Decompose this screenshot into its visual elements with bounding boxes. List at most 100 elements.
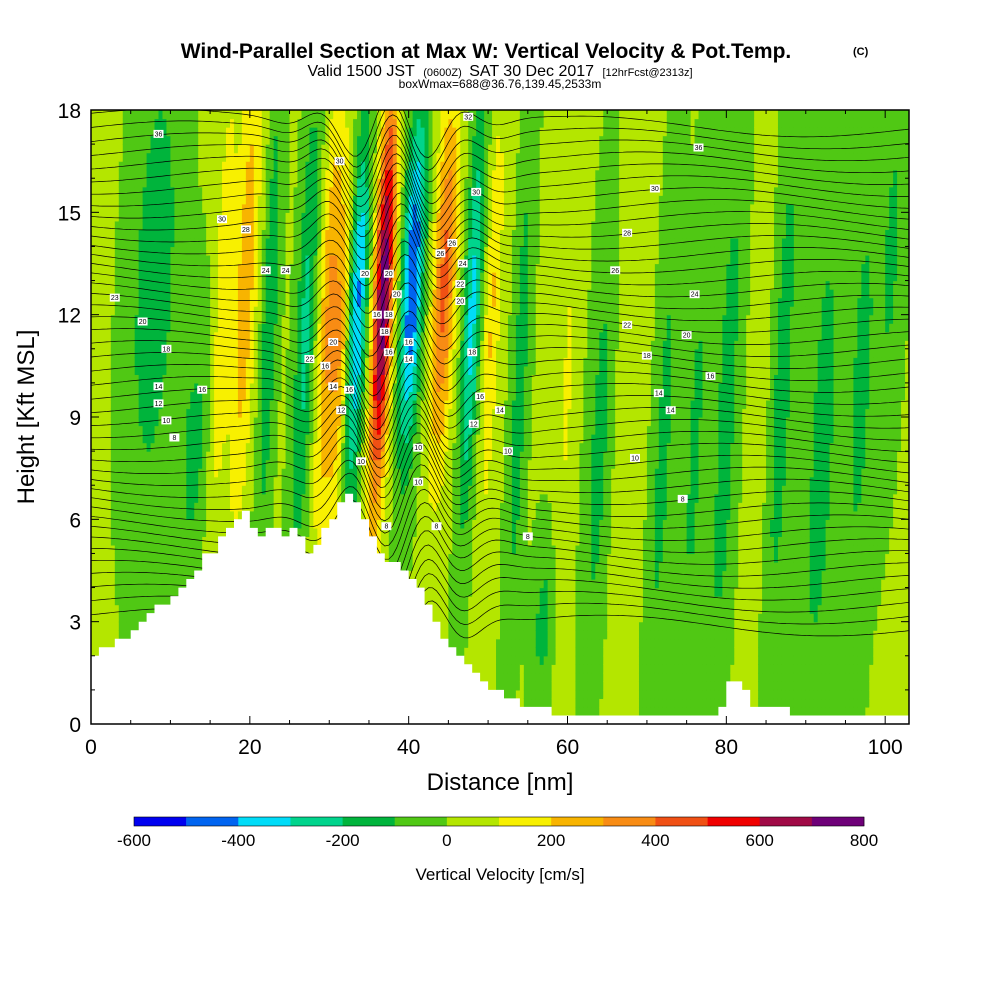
- velocity-cell: [337, 280, 342, 290]
- velocity-cell: [178, 229, 183, 239]
- velocity-cell: [130, 544, 136, 555]
- velocity-cell: [333, 357, 338, 367]
- velocity-cell: [321, 331, 326, 341]
- velocity-cell: [345, 289, 350, 299]
- velocity-cell: [134, 195, 140, 205]
- velocity-cell: [226, 408, 231, 418]
- velocity-cell: [309, 340, 314, 350]
- velocity-cell: [245, 169, 251, 179]
- velocity-cell: [293, 212, 299, 222]
- velocity-cell: [218, 399, 223, 410]
- velocity-cell: [345, 118, 350, 128]
- velocity-cell: [150, 365, 156, 375]
- velocity-cell: [297, 493, 303, 503]
- velocity-cell: [214, 442, 219, 452]
- velocity-cell: [301, 272, 307, 282]
- velocity-cell: [114, 527, 120, 537]
- velocity-cell: [285, 485, 291, 495]
- velocity-cell: [146, 459, 152, 469]
- velocity-cell: [341, 161, 346, 171]
- velocity-cell: [273, 237, 279, 248]
- velocity-cell: [361, 289, 366, 299]
- velocity-cell: [178, 178, 183, 188]
- velocity-cell: [210, 280, 215, 290]
- velocity-cell: [245, 212, 251, 222]
- velocity-cell: [241, 186, 247, 196]
- velocity-cell: [106, 519, 112, 529]
- velocity-cell: [194, 161, 199, 171]
- velocity-cell: [281, 451, 287, 461]
- velocity-cell: [154, 561, 160, 572]
- velocity-cell: [285, 203, 291, 213]
- velocity-cell: [305, 323, 310, 333]
- velocity-cell: [130, 485, 136, 495]
- velocity-cell: [122, 519, 128, 529]
- velocity-cell: [182, 289, 187, 299]
- velocity-cell: [321, 110, 326, 120]
- velocity-cell: [249, 485, 255, 495]
- velocity-cell: [325, 203, 330, 213]
- velocity-cell: [237, 374, 243, 384]
- velocity-cell: [174, 519, 179, 529]
- velocity-cell: [158, 280, 164, 290]
- velocity-cell: [277, 451, 283, 461]
- velocity-cell: [277, 442, 283, 452]
- velocity-cell: [162, 451, 168, 461]
- velocity-cell: [138, 391, 144, 401]
- velocity-cell: [325, 382, 330, 393]
- velocity-cell: [325, 314, 330, 324]
- velocity-cell: [321, 348, 326, 358]
- velocity-cell: [361, 382, 366, 393]
- velocity-cell: [138, 399, 144, 410]
- velocity-cell: [130, 357, 136, 367]
- velocity-cell: [186, 272, 191, 282]
- velocity-cell: [98, 152, 104, 162]
- velocity-cell: [357, 485, 362, 495]
- velocity-cell: [106, 417, 112, 427]
- velocity-cell: [158, 135, 164, 145]
- velocity-cell: [317, 331, 322, 341]
- velocity-cell: [174, 442, 179, 452]
- velocity-cell: [277, 340, 283, 350]
- velocity-cell: [265, 229, 271, 239]
- velocity-cell: [206, 451, 211, 461]
- velocity-cell: [261, 348, 267, 358]
- velocity-cell: [182, 382, 187, 393]
- velocity-cell: [162, 357, 168, 367]
- velocity-cell: [106, 442, 112, 452]
- velocity-cell: [357, 306, 362, 316]
- velocity-cell: [226, 237, 231, 248]
- velocity-cell: [222, 178, 227, 188]
- velocity-cell: [229, 519, 235, 529]
- velocity-cell: [305, 340, 310, 350]
- velocity-cell: [130, 408, 136, 418]
- velocity-cell: [285, 468, 291, 478]
- velocity-cell: [345, 425, 350, 435]
- velocity-cell: [281, 272, 287, 282]
- velocity-cell: [142, 263, 148, 273]
- velocity-cell: [241, 161, 247, 171]
- velocity-cell: [313, 536, 318, 546]
- velocity-cell: [110, 536, 116, 546]
- velocity-cell: [265, 510, 271, 520]
- velocity-cell: [249, 144, 255, 154]
- velocity-cell: [154, 203, 160, 213]
- velocity-cell: [162, 237, 168, 248]
- velocity-cell: [357, 229, 362, 239]
- velocity-cell: [94, 451, 100, 461]
- velocity-cell: [106, 212, 112, 222]
- velocity-cell: [142, 237, 148, 248]
- velocity-cell: [142, 442, 148, 452]
- velocity-cell: [98, 220, 104, 230]
- velocity-cell: [226, 399, 231, 410]
- velocity-cell: [361, 314, 366, 324]
- velocity-cell: [102, 110, 108, 120]
- velocity-cell: [114, 203, 120, 213]
- velocity-cell: [170, 527, 175, 537]
- velocity-cell: [222, 203, 227, 213]
- velocity-cell: [297, 468, 303, 478]
- velocity-cell: [281, 314, 287, 324]
- velocity-cell: [162, 220, 168, 230]
- velocity-cell: [285, 314, 291, 324]
- velocity-cell: [114, 229, 120, 239]
